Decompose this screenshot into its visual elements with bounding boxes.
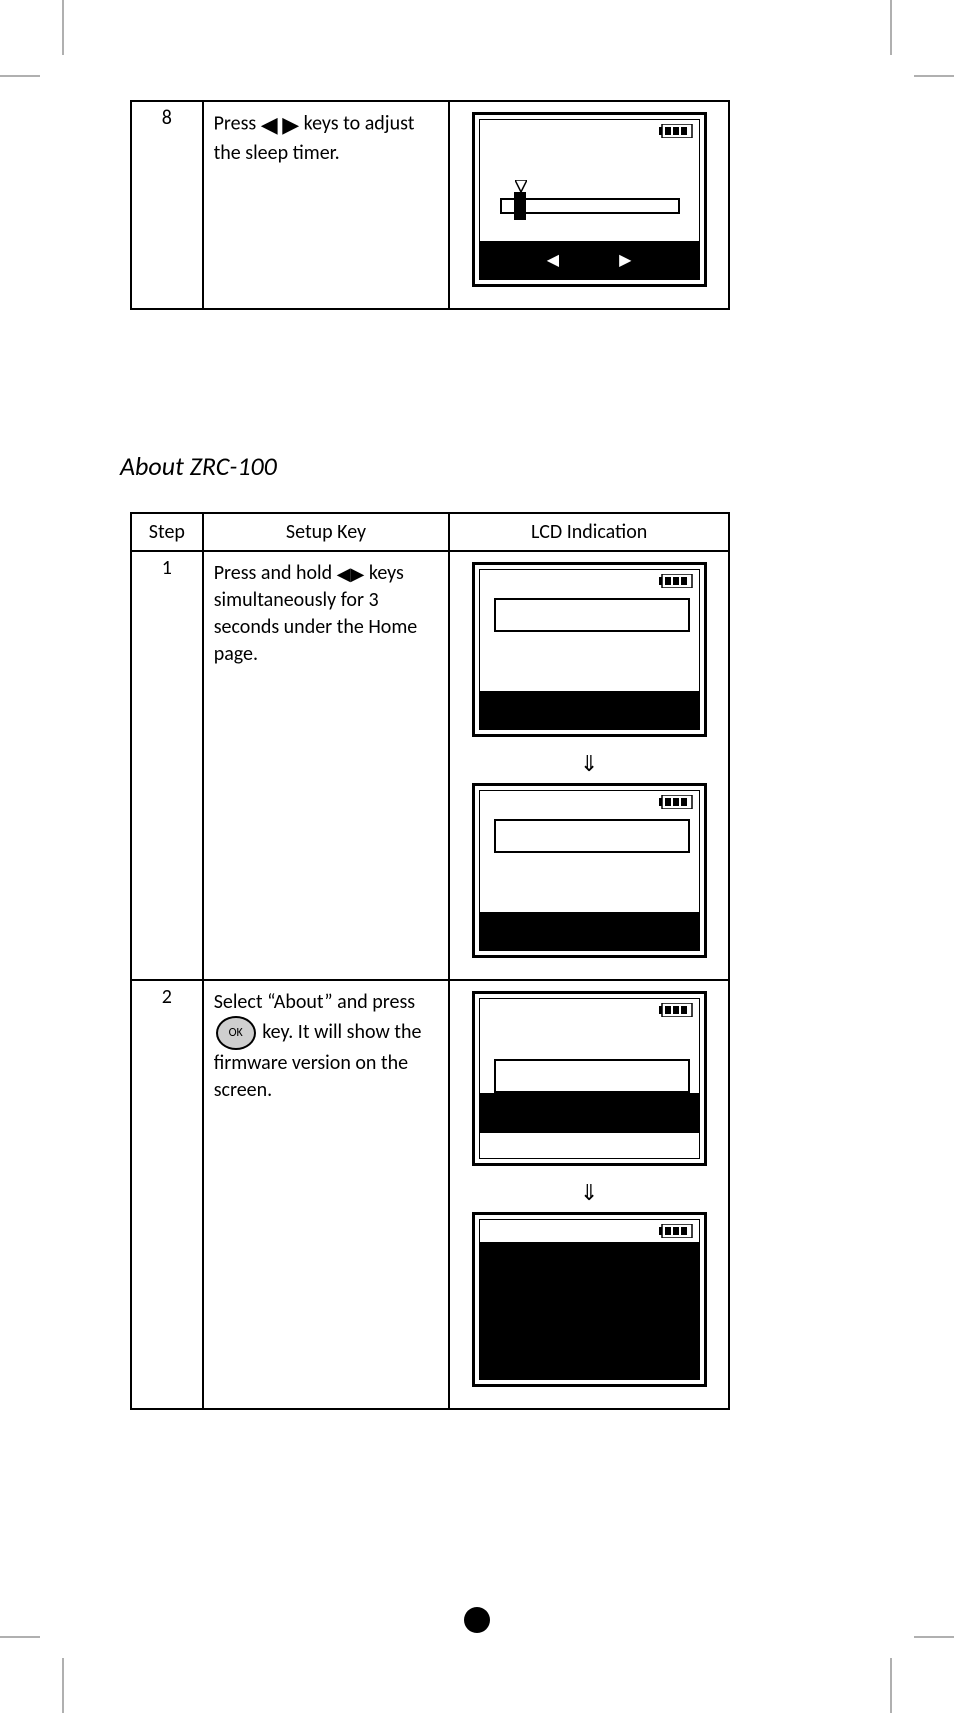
setup-cell: Press ◀ ▶ keys to adjust the sleep timer… xyxy=(203,101,450,309)
page-number-dot xyxy=(464,1607,490,1633)
top-table: 8 Press ◀ ▶ keys to adjust the sleep tim… xyxy=(130,100,730,310)
lcd-text-field xyxy=(494,598,690,632)
lcd-screen xyxy=(472,991,707,1166)
setup-text: Select “About” and press xyxy=(214,990,415,1014)
lcd-inner xyxy=(479,998,700,1159)
down-arrow-icon: ⇓ xyxy=(460,1179,718,1206)
col-header-setup: Setup Key xyxy=(203,513,450,551)
setup-cell: Select “About” and press OK key. It will… xyxy=(203,980,450,1409)
lcd-screen xyxy=(472,1212,707,1387)
lcd-inner xyxy=(479,790,700,951)
section-title: About ZRC-100 xyxy=(120,450,840,482)
main-table: Step Setup Key LCD Indication 1 Press an… xyxy=(130,512,730,1410)
setup-text: Press xyxy=(214,112,261,136)
lcd-screen xyxy=(472,562,707,737)
battery-icon xyxy=(659,795,693,809)
table-header-row: Step Setup Key LCD Indication xyxy=(131,513,729,551)
left-arrow-icon: ◀ xyxy=(337,562,351,586)
lcd-bottom-bar xyxy=(480,912,699,950)
crop-mark xyxy=(0,75,40,77)
setup-cell: Press and hold ◀▶ keys simultaneously fo… xyxy=(203,551,450,980)
battery-icon xyxy=(659,1003,693,1017)
battery-icon xyxy=(659,574,693,588)
lcd-bottom-bar: ◀ ▶ xyxy=(480,241,699,279)
step-number: 1 xyxy=(131,551,203,980)
crop-mark xyxy=(0,1636,40,1638)
right-arrow-icon: ▶ xyxy=(282,110,299,140)
table-row: 8 Press ◀ ▶ keys to adjust the sleep tim… xyxy=(131,101,729,309)
crop-mark xyxy=(914,75,954,77)
col-header-step: Step xyxy=(131,513,203,551)
down-arrow-icon: ⇓ xyxy=(460,750,718,777)
left-arrow-icon: ◀ xyxy=(261,110,278,140)
crop-mark xyxy=(62,1658,64,1713)
ok-button-icon: OK xyxy=(216,1016,256,1050)
lcd-text-field xyxy=(494,1059,690,1093)
lcd-cell: ⇓ xyxy=(449,980,729,1409)
step-number: 2 xyxy=(131,980,203,1409)
lcd-text-field xyxy=(494,819,690,853)
battery-icon xyxy=(659,1224,693,1238)
lcd-inner xyxy=(479,569,700,730)
slider-thumb xyxy=(514,192,526,220)
crop-mark xyxy=(890,0,892,55)
setup-text: Press and hold xyxy=(214,561,337,585)
crop-mark xyxy=(62,0,64,55)
page-content: 8 Press ◀ ▶ keys to adjust the sleep tim… xyxy=(120,100,840,1410)
lcd-bottom-bar xyxy=(480,691,699,729)
crop-mark xyxy=(890,1658,892,1713)
lcd-black-screen xyxy=(480,1242,699,1379)
battery-icon xyxy=(659,124,693,138)
right-arrow-icon: ▶ xyxy=(351,562,365,586)
right-arrow-icon: ▶ xyxy=(619,250,631,270)
slider-pointer-icon xyxy=(515,180,527,192)
table-row: 1 Press and hold ◀▶ keys simultaneously … xyxy=(131,551,729,980)
left-arrow-icon: ◀ xyxy=(547,250,559,270)
lcd-cell: ◀ ▶ xyxy=(449,101,729,309)
crop-mark xyxy=(914,1636,954,1638)
lcd-screen xyxy=(472,783,707,958)
lcd-cell: ⇓ xyxy=(449,551,729,980)
lcd-inner xyxy=(479,1219,700,1380)
step-number: 8 xyxy=(131,101,203,309)
slider-track xyxy=(500,198,680,214)
lcd-bottom-bar xyxy=(480,1093,699,1133)
lcd-screen: ◀ ▶ xyxy=(472,112,707,287)
table-row: 2 Select “About” and press OK key. It wi… xyxy=(131,980,729,1409)
col-header-lcd: LCD Indication xyxy=(449,513,729,551)
lcd-inner: ◀ ▶ xyxy=(479,119,700,280)
